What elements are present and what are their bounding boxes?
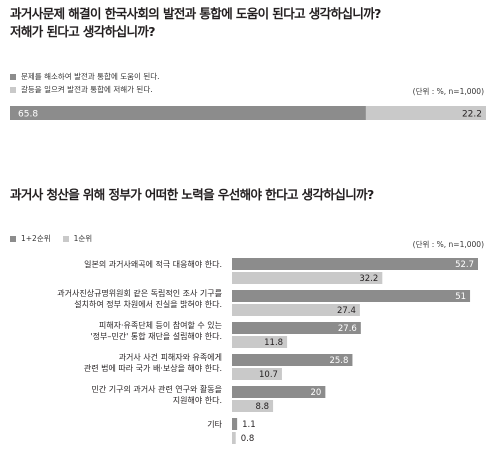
- bar-rank1-1: [232, 272, 383, 284]
- category-label-3: 피해자·유족단체 등이 참여할 수 있는 '정부–민간' 통합 재단을 설립해야 …: [90, 320, 222, 341]
- category-label-5: 민간 기구의 과거사 관련 연구와 활동을 지원해야 한다.: [92, 384, 222, 405]
- chart2-legend: 1+2순위 1순위: [10, 233, 104, 244]
- data-label-rank12-2: 51: [455, 292, 466, 302]
- legend-swatch-dark: [10, 235, 16, 242]
- chart2-plot: 일본의 과거사왜곡에 적극 대응해야 한다. 52.7 32.2 과거사진상규명위원회…: [57, 258, 478, 444]
- chart1-legend-item-2: 갈등을 일으켜 발전과 통합에 저해가 된다.: [10, 83, 160, 96]
- data-label-rank12-4: 25.8: [329, 356, 348, 366]
- data-label-rank12-1: 52.7: [455, 260, 474, 270]
- chart1-legend-label-2: 갈등을 일으켜 발전과 통합에 저해가 된다.: [21, 85, 153, 94]
- category-label-6: 기타: [207, 420, 222, 429]
- chart1-title-line-2: 저해가 된다고 생각하십니까?: [10, 24, 156, 39]
- chart1-data-label-2: 22.2: [462, 110, 482, 120]
- legend-swatch-dark: [10, 73, 16, 80]
- chart2-unit-note: (단위 : %, n=1,000): [412, 240, 484, 249]
- chart2-legend-item-2: 1순위: [62, 233, 93, 244]
- bar-rank1-4: [232, 368, 282, 380]
- category-label-2: 과거사진상규명위원회 같은 독립적인 조사 기구를 설치하여 정부 차원에서 진실…: [57, 288, 222, 309]
- chart1-title-line-1: 과거사문제 해결이 한국사회의 발전과 통합에 도움이 된다고 생각하십니까?: [10, 6, 381, 21]
- chart1-bar-segment-2: [365, 106, 486, 120]
- chart1-title: 과거사문제 해결이 한국사회의 발전과 통합에 도움이 된다고 생각하십니까? …: [10, 5, 381, 41]
- category-label-1: 일본의 과거사왜곡에 적극 대응해야 한다.: [84, 259, 222, 269]
- chart1-unit-note: (단위 : %, n=1,000): [412, 87, 484, 96]
- chart1-legend-label-1: 문제를 해소하여 발전과 통합에 도움이 된다.: [21, 72, 160, 81]
- bar-rank12-4: [232, 354, 353, 366]
- chart1-plot: 65.8 22.2: [10, 106, 486, 120]
- data-label-rank1-4: 10.7: [259, 370, 278, 380]
- bar-rank12-3: [232, 322, 361, 334]
- chart2-title: 과거사 청산을 위해 정부가 어떠한 노력을 우선해야 한다고 생각하십니까?: [10, 187, 374, 202]
- bar-rank1-6: [232, 432, 236, 444]
- chart1-legend: 문제를 해소하여 발전과 통합에 도움이 된다. 갈등을 일으켜 발전과 통합에…: [10, 70, 160, 96]
- data-label-rank1-2: 27.4: [337, 306, 356, 316]
- chart2-legend-item-1: 1+2순위: [10, 233, 51, 244]
- legend-swatch-light: [10, 86, 16, 93]
- category-label-4: 과거사 사건 피해자와 유족에게 관련 법에 따라 국가 배·보상을 해야 한다.: [84, 352, 222, 373]
- data-label-rank1-5: 8.8: [256, 402, 270, 412]
- bar-rank12-5: [232, 386, 326, 398]
- chart1-legend-item-1: 문제를 해소하여 발전과 통합에 도움이 된다.: [10, 70, 160, 83]
- data-label-rank1-1: 32.2: [359, 274, 378, 284]
- legend-swatch-light: [62, 235, 69, 242]
- bar-rank12-1: [232, 258, 478, 270]
- chart2-legend-label-2: 1순위: [73, 234, 93, 243]
- bar-rank1-5: [232, 400, 274, 412]
- chart1-bar-segment-1: [10, 106, 366, 120]
- data-label-rank12-6: 1.1: [242, 420, 256, 430]
- bar-rank1-3: [232, 336, 288, 348]
- data-label-rank12-5: 20: [311, 388, 322, 398]
- bar-rank12-6: [232, 418, 238, 430]
- bar-rank1-2: [232, 304, 360, 316]
- data-label-rank1-3: 11.8: [264, 338, 283, 348]
- chart1-data-label-1: 65.8: [18, 110, 38, 120]
- data-label-rank1-6: 0.8: [241, 434, 255, 444]
- data-label-rank12-3: 27.6: [338, 324, 357, 334]
- bar-rank12-2: [232, 290, 471, 302]
- chart2-legend-label-1: 1+2순위: [21, 234, 51, 243]
